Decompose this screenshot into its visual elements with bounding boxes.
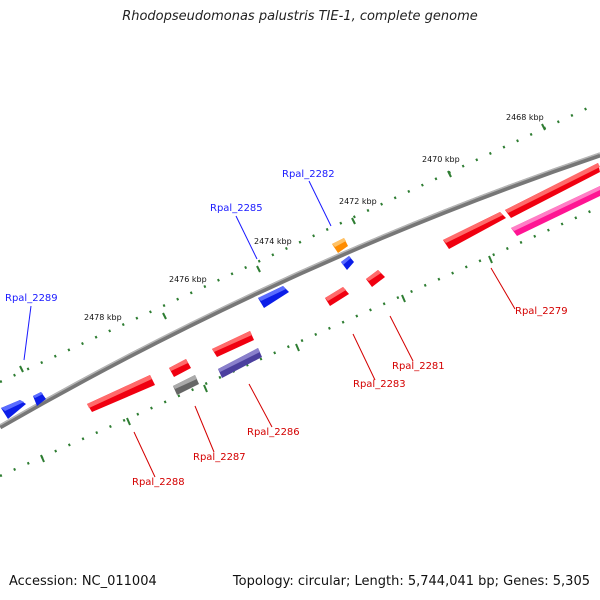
accession-text: Accession: NC_011004 (9, 574, 157, 589)
kbp-label-2474: 2474 kbp (254, 237, 292, 246)
gene-rpal-2279-pink[interactable] (511, 186, 600, 236)
gene-rpal-2285[interactable] (258, 286, 289, 308)
kbp-label-2472: 2472 kbp (339, 197, 377, 206)
gene-label-rpal-2283[interactable]: Rpal_2283 (353, 379, 406, 390)
gene-rpal-2282-blue[interactable] (341, 256, 354, 270)
kbp-label-2470: 2470 kbp (422, 155, 460, 164)
gene-rpal-2287-red[interactable] (169, 359, 191, 377)
gene-rpal-2281[interactable] (366, 270, 385, 287)
upper-tick-track (0, 105, 591, 384)
kbp-label-2476: 2476 kbp (169, 275, 207, 284)
genome-stats-text: Topology: circular; Length: 5,744,041 bp… (232, 574, 590, 589)
gene-label-rpal-2286[interactable]: Rpal_2286 (247, 427, 300, 438)
gene-label-rpal-2279[interactable]: Rpal_2279 (515, 306, 568, 317)
gene-label-rpal-2289[interactable]: Rpal_2289 (5, 293, 58, 304)
gene-label-rpal-2288[interactable]: Rpal_2288 (132, 477, 185, 488)
gene-label-rpal-2281[interactable]: Rpal_2281 (392, 361, 445, 372)
genome-backbone (0, 152, 600, 430)
gene-rpal-2289-a[interactable] (1, 400, 26, 419)
label-connectors (23, 180, 516, 478)
lower-tick-track (0, 205, 600, 478)
diagram-title: Rhodopseudomonas palustris TIE-1, comple… (122, 9, 478, 24)
gene-rpal-2289-b[interactable] (33, 392, 46, 406)
gene-rpal-2287-gray[interactable] (173, 375, 199, 395)
gene-rpal-2288[interactable] (87, 375, 155, 412)
gene-rpal-2286-red[interactable] (212, 331, 254, 357)
gene-label-rpal-2282[interactable]: Rpal_2282 (282, 169, 335, 180)
kbp-label-2478: 2478 kbp (84, 313, 122, 322)
gene-label-rpal-2287[interactable]: Rpal_2287 (193, 452, 246, 463)
gene-rpal-2282-orange[interactable] (332, 238, 348, 253)
gene-rpal-2283[interactable] (325, 287, 349, 306)
gene-rpal-2286-purple[interactable] (218, 348, 262, 378)
gene-label-rpal-2285[interactable]: Rpal_2285 (210, 203, 263, 214)
gene-rpal-2279-b[interactable] (505, 163, 600, 218)
kbp-label-2468: 2468 kbp (506, 113, 544, 122)
gene-rpal-2279-a[interactable] (443, 212, 506, 249)
